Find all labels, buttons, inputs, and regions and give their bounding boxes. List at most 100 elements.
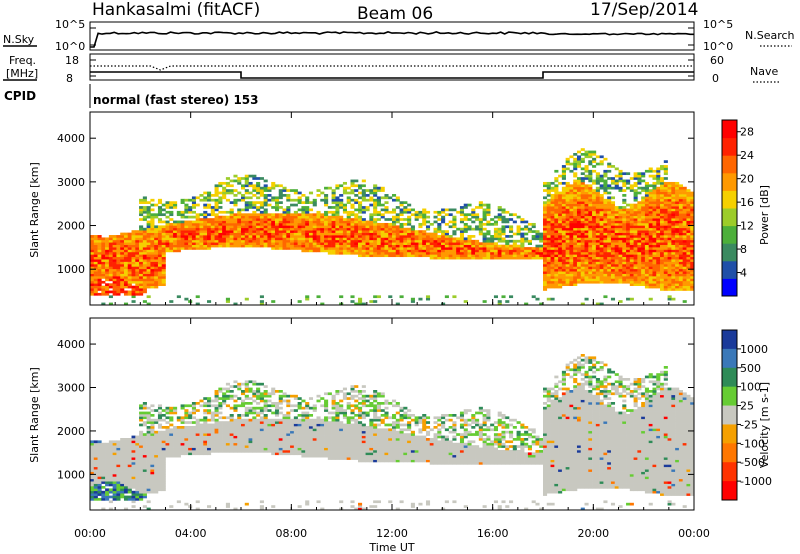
power-cell (573, 280, 578, 284)
power-cell (671, 237, 676, 241)
power-cell (222, 239, 227, 243)
power-cell (116, 276, 121, 279)
power-cell (678, 196, 683, 200)
power-cell (493, 227, 499, 231)
power-cell (373, 249, 378, 253)
power-cell (293, 198, 298, 202)
power-cell (259, 242, 264, 245)
power-cell (675, 220, 680, 224)
power-cell (444, 230, 449, 233)
power-cell (663, 280, 668, 284)
power-cell (327, 227, 332, 231)
power-cell (584, 249, 589, 253)
power-cell (350, 225, 355, 229)
power-cell (214, 215, 219, 219)
power-cell (105, 254, 110, 258)
power-cell (422, 237, 427, 241)
power-cell (373, 191, 378, 195)
power-cell (550, 283, 555, 286)
power-cell (346, 220, 351, 224)
power-cell (580, 208, 585, 212)
power-cell (675, 280, 680, 284)
power-cell (607, 218, 612, 221)
power-cell (248, 225, 253, 229)
power-cell (618, 220, 623, 224)
velocity-cell (142, 452, 147, 456)
power-cell (595, 210, 600, 214)
power-cell (256, 181, 261, 185)
power-cell (225, 300, 230, 303)
power-cell (139, 247, 144, 250)
power-cell (410, 232, 415, 236)
power-cell (641, 203, 646, 207)
power-cell (135, 266, 140, 270)
power-cell (603, 174, 608, 178)
power-cell (576, 165, 582, 168)
velocity-cell (142, 466, 147, 470)
power-cell (274, 230, 280, 233)
velocity-cell (173, 452, 178, 456)
power-cell (626, 276, 631, 279)
velocity-cell (154, 464, 159, 468)
power-cell (648, 232, 653, 236)
power-cell (135, 273, 140, 277)
velocity-cell (154, 459, 159, 463)
power-cell (90, 271, 95, 274)
power-cell (592, 232, 597, 236)
power-cell (554, 177, 559, 180)
power-cell (203, 196, 208, 200)
power-cell (614, 237, 619, 241)
power-cell (157, 220, 163, 224)
velocity-cell (142, 457, 147, 460)
power-cell (244, 215, 249, 219)
power-cell (682, 273, 687, 277)
power-cell (354, 251, 359, 255)
power-cell (573, 196, 578, 200)
power-cell (573, 268, 578, 272)
power-cell (618, 218, 623, 221)
power-cell (663, 239, 668, 243)
power-cell (554, 179, 559, 183)
power-cell (335, 198, 340, 202)
power-cell (573, 201, 578, 204)
power-cell (486, 254, 491, 258)
power-cell (444, 237, 449, 241)
power-cell (274, 208, 280, 212)
power-cell (369, 218, 374, 221)
power-cell (648, 247, 653, 250)
velocity-cell (116, 490, 121, 494)
velocity-cell (180, 445, 185, 448)
power-cell (448, 251, 453, 255)
power-cell (369, 237, 374, 241)
power-cell (595, 261, 600, 265)
power-cell (335, 184, 340, 188)
power-cell (554, 254, 559, 258)
power-cell (161, 227, 166, 231)
power-cell (392, 215, 397, 219)
velocity-cell (169, 409, 174, 412)
power-cell (120, 232, 125, 236)
power-cell (663, 196, 668, 200)
power-cell (675, 261, 680, 265)
power-cell (373, 184, 378, 188)
power-cell (150, 208, 155, 212)
power-cell (565, 198, 570, 202)
power-cell (90, 278, 95, 282)
power-cell (626, 222, 631, 226)
power-cell (259, 218, 264, 221)
power-cell (342, 210, 347, 214)
power-cell (550, 225, 555, 229)
power-cell (267, 198, 272, 202)
power-cell (595, 237, 600, 241)
power-cell (173, 230, 178, 233)
power-cell (543, 254, 548, 258)
power-cell (154, 247, 159, 250)
power-cell (660, 203, 665, 207)
power-cell (663, 235, 668, 238)
power-cell (150, 213, 155, 217)
power-cell (252, 210, 257, 214)
power-cell (667, 225, 672, 229)
power-cell (569, 162, 574, 166)
power-cell (565, 256, 570, 260)
